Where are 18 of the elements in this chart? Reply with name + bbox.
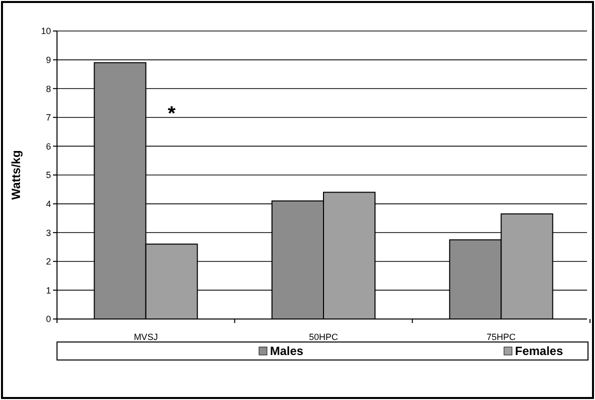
y-tick-label: 2 <box>46 256 51 267</box>
y-tick-label: 6 <box>46 141 51 152</box>
y-tick-label: 4 <box>46 198 51 209</box>
legend-label: Females <box>515 344 564 358</box>
y-tick-label: 9 <box>46 54 51 65</box>
legend-label: Males <box>270 344 304 358</box>
y-tick-label: 10 <box>40 26 51 36</box>
annotation: * <box>168 102 176 125</box>
y-tick-label: 3 <box>46 228 51 238</box>
y-tick-label: 5 <box>46 170 51 180</box>
y-axis-title: Watts/kg <box>9 150 23 200</box>
y-tick-label: 0 <box>46 314 51 324</box>
x-tick-label: 75HPC <box>486 332 516 342</box>
y-tick-label: 8 <box>46 84 51 94</box>
y-tick-label: 7 <box>46 112 51 123</box>
y-tick-label: 1 <box>46 285 51 296</box>
x-tick-label: 50HPC <box>308 332 339 342</box>
x-tick-label: MVSJ <box>134 332 158 342</box>
